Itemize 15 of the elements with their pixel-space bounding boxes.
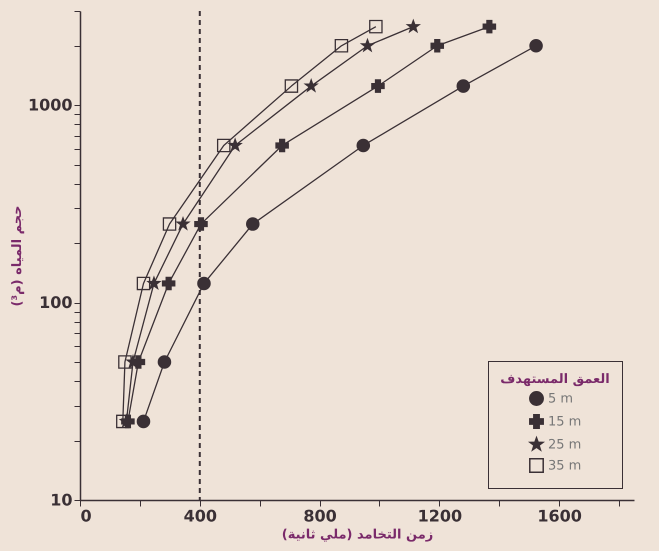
x-axis-title: زمن التخامد (ملي ثانية)	[282, 528, 434, 542]
x-tick-label: 1200	[418, 506, 462, 526]
legend-title: العمق المستهدف	[500, 372, 610, 387]
legend-label: 35 m	[548, 458, 582, 474]
y-tick-label: 10	[50, 490, 72, 510]
y-tick-label: 1000	[28, 96, 72, 115]
x-tick-label: 0	[80, 506, 92, 526]
x-tick-label: 1600	[537, 506, 582, 526]
x-tick-label: 800	[303, 506, 337, 526]
legend-label: 25 m	[548, 438, 582, 452]
y-tick-label: 100	[39, 293, 72, 312]
legend-label: 15 m	[548, 414, 582, 430]
y-axis-title: حجم المياه (م³)	[10, 205, 25, 307]
legend-label: 5 m	[548, 392, 574, 406]
x-tick-label: 400	[184, 506, 217, 526]
